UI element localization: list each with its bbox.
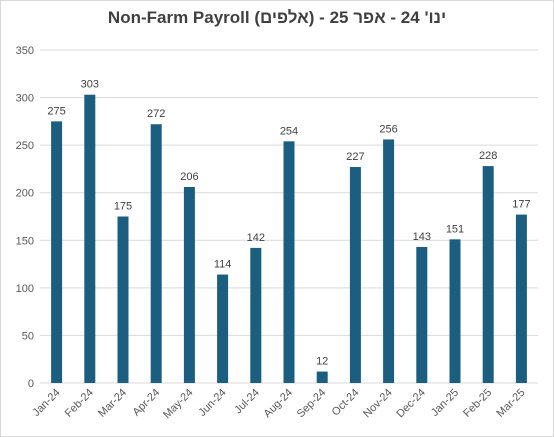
bar bbox=[51, 121, 63, 383]
x-tick-label: Jun-24 bbox=[196, 387, 228, 419]
data-label: 256 bbox=[379, 123, 397, 135]
data-label: 272 bbox=[147, 108, 165, 120]
x-tick-label: Nov-24 bbox=[361, 387, 395, 421]
bar bbox=[183, 187, 195, 383]
y-tick-label: 300 bbox=[16, 93, 34, 105]
bar bbox=[383, 139, 395, 383]
x-tick-label: Feb-24 bbox=[63, 387, 96, 420]
bar bbox=[117, 216, 129, 383]
y-tick-label: 0 bbox=[28, 378, 34, 390]
x-tick-label: Oct-24 bbox=[330, 387, 362, 419]
bar bbox=[283, 141, 295, 383]
x-tick-label: Aug-24 bbox=[262, 387, 296, 421]
bar bbox=[150, 124, 162, 383]
bar bbox=[316, 371, 328, 383]
data-label: 143 bbox=[413, 231, 431, 243]
x-tick-label: Apr-24 bbox=[130, 387, 162, 419]
x-tick-label: Mar-24 bbox=[96, 387, 129, 420]
bar bbox=[217, 274, 229, 383]
data-label: 175 bbox=[114, 201, 132, 213]
x-tick-label: Jan-24 bbox=[30, 387, 62, 419]
x-tick-label: May-24 bbox=[161, 387, 195, 421]
bar bbox=[349, 167, 361, 383]
data-labels: 275 303 175 272 206 114 142 254 12 227 256 143 151 22… bbox=[47, 79, 530, 368]
y-tick-label: 250 bbox=[16, 140, 34, 152]
x-tick-label: Sep-24 bbox=[295, 387, 329, 421]
bar bbox=[84, 94, 96, 384]
bar bbox=[250, 247, 262, 383]
data-label: 151 bbox=[446, 223, 464, 235]
data-label: 114 bbox=[214, 259, 232, 271]
data-label: 254 bbox=[280, 125, 298, 137]
y-tick-label: 350 bbox=[16, 45, 34, 57]
y-tick-label: 200 bbox=[16, 188, 34, 200]
data-label: 142 bbox=[247, 232, 265, 244]
y-axis-ticks: 0 50 100 150 200 250 300 350 bbox=[16, 45, 34, 390]
data-label: 177 bbox=[512, 199, 530, 211]
bar bbox=[449, 239, 461, 383]
data-label: 228 bbox=[479, 150, 497, 162]
chart-title: Non-Farm Payroll (אלפים) - ינו' 24 - אפר… bbox=[107, 8, 447, 27]
bar bbox=[482, 166, 494, 383]
x-tick-label: Jul-24 bbox=[232, 387, 262, 417]
data-label: 12 bbox=[316, 356, 328, 368]
data-label: 303 bbox=[81, 79, 99, 91]
bar bbox=[416, 246, 428, 383]
x-tick-label: Feb-25 bbox=[461, 387, 494, 420]
x-tick-label: Jan-25 bbox=[429, 387, 461, 419]
x-tick-label: Dec-24 bbox=[394, 387, 428, 421]
data-label: 206 bbox=[180, 171, 198, 183]
data-label: 275 bbox=[47, 105, 65, 117]
data-label: 227 bbox=[346, 151, 364, 163]
y-tick-label: 100 bbox=[16, 283, 34, 295]
y-tick-label: 50 bbox=[22, 330, 34, 342]
y-tick-label: 150 bbox=[16, 235, 34, 247]
x-tick-label: Mar-25 bbox=[494, 387, 527, 420]
bar bbox=[515, 214, 527, 383]
bars bbox=[51, 94, 527, 384]
